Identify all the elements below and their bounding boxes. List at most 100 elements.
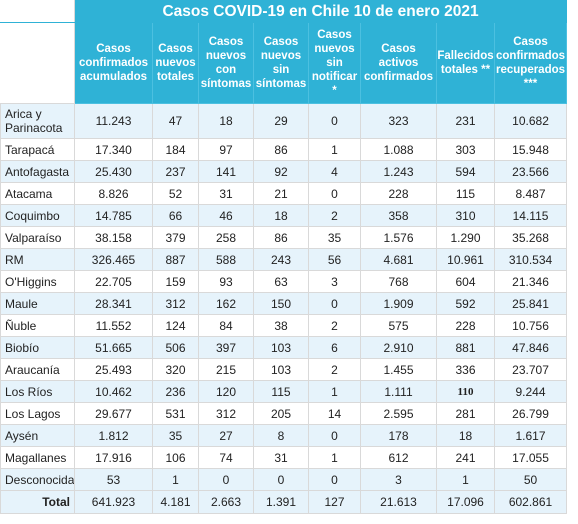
table-cell: 97	[198, 138, 254, 161]
table-row: Biobío 51.665 506 397 103 6 2.910 881 47.846	[0, 336, 568, 359]
table-cell: 237	[152, 160, 199, 183]
table-cell: 592	[436, 292, 495, 315]
table-cell: 10.462	[74, 380, 153, 403]
table-row: Valparaíso 38.158 379 258 86 35 1.576 1.290 35.2…	[0, 226, 568, 249]
table-cell: 28.341	[74, 292, 153, 315]
table-cell: 17.340	[74, 138, 153, 161]
table-row: Aysén 1.812 35 27 8 0 178 18 1.617	[0, 424, 568, 447]
table-cell: 47.846	[493, 336, 568, 359]
total-cell: 1.391	[253, 490, 309, 514]
table-cell: 18	[436, 424, 495, 447]
table-cell: 56	[308, 248, 361, 271]
table-cell: 1	[308, 380, 361, 403]
table-cell: 281	[436, 402, 495, 425]
table-cell: 35	[152, 424, 199, 447]
table-cell: 106	[152, 446, 199, 469]
region-name: RM	[0, 248, 75, 271]
table-cell: 25.841	[493, 292, 568, 315]
table-cell: 8.487	[493, 182, 568, 205]
table-body: Arica y Parinacota 11.243 47 18 29 0 323 231 10.…	[0, 103, 568, 514]
total-cell: 127	[308, 490, 361, 514]
region-name: Maule	[0, 292, 75, 315]
total-label: Total	[0, 490, 75, 514]
column-header: Casos activos confirmados	[360, 22, 437, 104]
table-cell: 159	[152, 270, 199, 293]
region-name: Desconocida	[0, 468, 75, 491]
region-name: Aysén	[0, 424, 75, 447]
total-cell: 641.923	[74, 490, 153, 514]
table-cell: 21.346	[493, 270, 568, 293]
table-cell: 2.595	[360, 402, 437, 425]
table-row: O'Higgins 22.705 159 93 63 3 768 604 21.346	[0, 270, 568, 293]
table-cell: 1.909	[360, 292, 437, 315]
column-header: Casos nuevos totales	[152, 22, 199, 104]
table-cell: 17.055	[493, 446, 568, 469]
table-cell: 506	[152, 336, 199, 359]
table-cell: 4.681	[360, 248, 437, 271]
total-cell: 21.613	[360, 490, 437, 514]
table-cell: 103	[253, 336, 309, 359]
table-row: Coquimbo 14.785 66 46 18 2 358 310 14.115	[0, 204, 568, 227]
region-name: Valparaíso	[0, 226, 75, 249]
table-cell: 31	[253, 446, 309, 469]
table-cell: 215	[198, 358, 254, 381]
table-row: Arica y Parinacota 11.243 47 18 29 0 323 231 10.…	[0, 103, 568, 139]
table-cell: 258	[198, 226, 254, 249]
table-cell: 120	[198, 380, 254, 403]
total-cell: 2.663	[198, 490, 254, 514]
covid-cases-table: Casos COVID-19 en Chile 10 de enero 2021…	[0, 0, 568, 514]
table-cell: 397	[198, 336, 254, 359]
column-header: Casos nuevos sin notificar *	[308, 22, 361, 104]
table-cell: 312	[152, 292, 199, 315]
table-cell: 18	[198, 103, 254, 139]
table-row: Los Lagos 29.677 531 312 205 14 2.595 281 26.799	[0, 402, 568, 425]
table-cell: 8.826	[74, 182, 153, 205]
table-cell: 29	[253, 103, 309, 139]
table-cell: 303	[436, 138, 495, 161]
table-cell: 1.111	[360, 380, 437, 403]
table-cell: 0	[308, 292, 361, 315]
table-cell: 29.677	[74, 402, 153, 425]
region-name: O'Higgins	[0, 270, 75, 293]
table-cell: 27	[198, 424, 254, 447]
table-row: Araucanía 25.493 320 215 103 2 1.455 336 23.707	[0, 358, 568, 381]
table-cell: 1	[436, 468, 495, 491]
table-cell: 53	[74, 468, 153, 491]
table-cell: 768	[360, 270, 437, 293]
table-cell: 46	[198, 204, 254, 227]
table-cell: 1.290	[436, 226, 495, 249]
table-row: RM 326.465 887 588 243 56 4.681 10.961 310.534	[0, 248, 568, 271]
table-cell: 9.244	[493, 380, 568, 403]
table-row: Atacama 8.826 52 31 21 0 228 115 8.487	[0, 182, 568, 205]
column-header: Fallecidos totales **	[436, 22, 495, 104]
table-cell: 22.705	[74, 270, 153, 293]
table-row: Los Ríos 10.462 236 120 115 1 1.111 110 9.244	[0, 380, 568, 403]
table-cell: 11.552	[74, 314, 153, 337]
table-cell: 243	[253, 248, 309, 271]
table-row: Ñuble 11.552 124 84 38 2 575 228 10.756	[0, 314, 568, 337]
table-cell: 66	[152, 204, 199, 227]
table-cell: 1.812	[74, 424, 153, 447]
table-cell: 23.566	[493, 160, 568, 183]
table-row: Antofagasta 25.430 237 141 92 4 1.243 594 23.566	[0, 160, 568, 183]
table-cell: 10.961	[436, 248, 495, 271]
table-cell: 10.682	[493, 103, 568, 139]
table-cell: 231	[436, 103, 495, 139]
table-cell: 14.115	[493, 204, 568, 227]
table-cell: 14.785	[74, 204, 153, 227]
table-cell: 531	[152, 402, 199, 425]
region-header-cell	[0, 22, 75, 104]
total-row: Total 641.923 4.181 2.663 1.391 127 21.613 17.0…	[0, 490, 568, 514]
table-cell: 323	[360, 103, 437, 139]
table-row: Desconocida 53 1 0 0 0 3 1 50	[0, 468, 568, 491]
table-cell: 10.756	[493, 314, 568, 337]
table-cell: 11.243	[74, 103, 153, 139]
region-name: Atacama	[0, 182, 75, 205]
table-row: Maule 28.341 312 162 150 0 1.909 592 25.841	[0, 292, 568, 315]
table-cell: 26.799	[493, 402, 568, 425]
table-cell: 93	[198, 270, 254, 293]
table-cell: 124	[152, 314, 199, 337]
table-cell: 0	[308, 424, 361, 447]
table-cell: 1	[308, 446, 361, 469]
table-cell: 1.576	[360, 226, 437, 249]
